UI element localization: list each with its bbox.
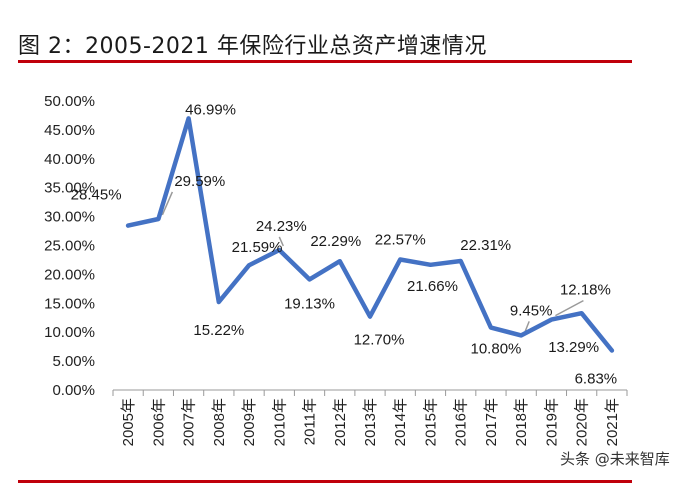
- data-label: 22.57%: [375, 232, 426, 249]
- leader-line: [555, 299, 584, 317]
- x-tick-label: 2013年: [362, 398, 379, 446]
- y-axis: 0.00% 5.00% 10.00% 15.00% 20.00% 25.00% 30.00%…: [44, 93, 95, 399]
- data-label: 21.59%: [232, 239, 283, 256]
- y-tick-label: 0.00%: [52, 382, 95, 399]
- x-tick-label: 2016年: [453, 398, 470, 446]
- leader-line: [524, 321, 530, 332]
- data-label: 12.70%: [354, 332, 405, 349]
- x-tick-label: 2006年: [150, 398, 167, 446]
- data-label: 13.29%: [548, 339, 599, 356]
- data-label: 24.23%: [256, 218, 307, 235]
- data-label: 9.45%: [510, 302, 553, 319]
- y-tick-label: 45.00%: [44, 122, 95, 139]
- watermark-text: 头条 @未来智库: [560, 450, 670, 468]
- x-tick-label: 2021年: [604, 398, 621, 446]
- data-label: 21.66%: [407, 278, 458, 295]
- chart-title: 图 2：2005-2021 年保险行业总资产增速情况: [18, 34, 487, 59]
- x-tick-label: 2005年: [120, 398, 137, 446]
- y-tick-label: 40.00%: [44, 151, 95, 168]
- y-tick-label: 25.00%: [44, 238, 95, 255]
- series-line: [125, 116, 615, 353]
- x-tick-label: 2007年: [181, 398, 198, 446]
- x-tick-label: 2008年: [211, 398, 228, 446]
- data-label: 6.83%: [575, 371, 618, 388]
- data-label: 12.18%: [560, 282, 611, 299]
- x-axis: 2005年 2006年 2007年 2008年 2009年 2010年 2011年 2012年…: [112, 389, 628, 446]
- y-tick-label: 30.00%: [44, 209, 95, 226]
- x-tick-label: 2020年: [574, 398, 591, 446]
- data-label: 22.31%: [460, 237, 511, 254]
- top-rule: [18, 60, 632, 63]
- data-label: 22.29%: [310, 233, 361, 250]
- bottom-rule: [18, 480, 632, 483]
- y-tick-label: 5.00%: [52, 353, 95, 370]
- data-label: 10.80%: [471, 341, 522, 358]
- x-tick-label: 2019年: [543, 398, 560, 446]
- x-tick-label: 2012年: [332, 398, 349, 446]
- data-label: 29.59%: [174, 173, 225, 190]
- x-tick-label: 2017年: [483, 398, 500, 446]
- data-label: 15.22%: [193, 322, 244, 339]
- y-tick-label: 20.00%: [44, 266, 95, 283]
- data-label: 46.99%: [185, 101, 236, 118]
- x-tick-label: 2010年: [271, 398, 288, 446]
- data-label-group: 28.45% 29.59% 46.99% 15.22% 21.59% 24.23% 19.1…: [71, 101, 617, 387]
- x-tick-label: 2014年: [392, 398, 409, 446]
- series-line-group: [125, 116, 615, 353]
- data-label: 19.13%: [284, 295, 335, 312]
- data-label: 28.45%: [71, 187, 122, 204]
- y-tick-label: 35.00%: [44, 180, 95, 197]
- y-tick-label: 15.00%: [44, 295, 95, 312]
- x-tick-label: 2009年: [241, 398, 258, 446]
- y-tick-label: 10.00%: [44, 324, 95, 341]
- leader-lines: [161, 191, 584, 332]
- leader-line: [161, 191, 174, 216]
- x-tick-label: 2015年: [422, 398, 439, 446]
- leader-line: [278, 236, 284, 247]
- x-tick-label: 2018年: [513, 398, 530, 446]
- x-tick-label: 2011年: [302, 398, 319, 445]
- y-tick-label: 50.00%: [44, 93, 95, 110]
